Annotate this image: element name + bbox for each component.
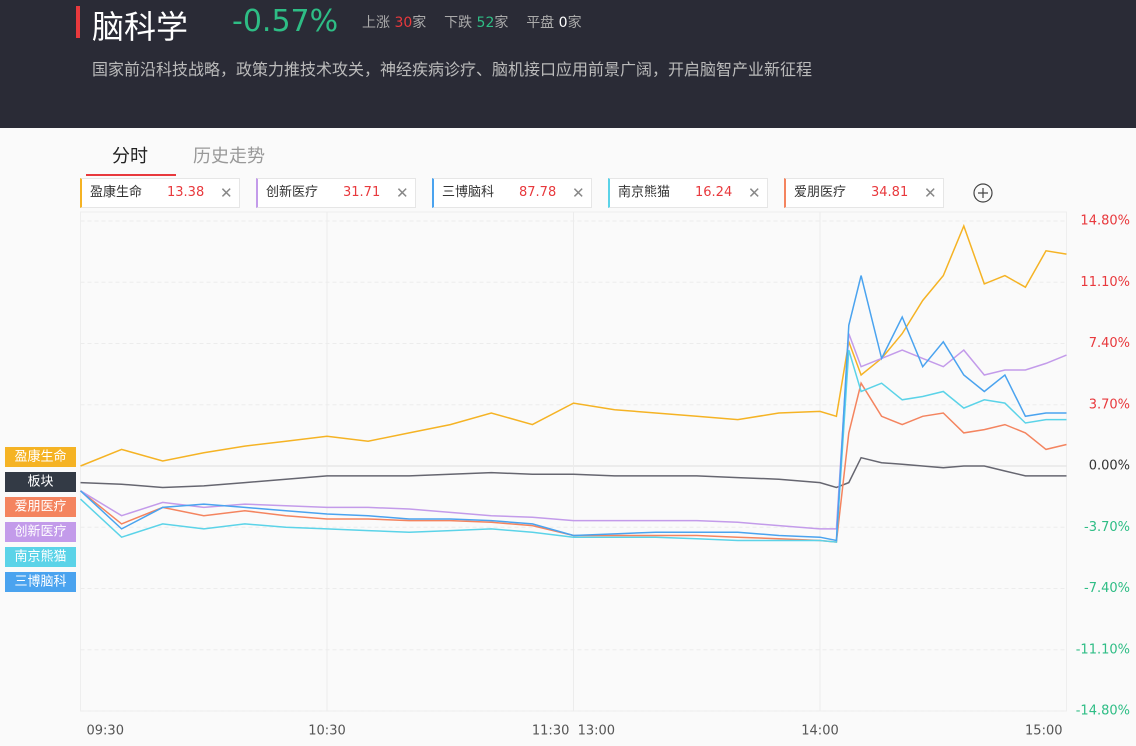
series-tag-label: 南京熊猫: [14, 549, 66, 565]
stock-chip[interactable]: 创新医疗 31.71 ✕: [256, 178, 416, 208]
series-tag: [5, 522, 76, 542]
series-tag: [5, 472, 76, 492]
chip-close[interactable]: ✕: [572, 184, 585, 202]
series-tag: [5, 447, 76, 467]
stock-chip[interactable]: 盈康生命 13.38 ✕: [80, 178, 240, 208]
chip-price: 87.78: [519, 185, 557, 200]
y-tick-label: -7.40%: [1084, 581, 1130, 596]
up-count: 30: [394, 15, 413, 31]
chip-price: 16.24: [695, 185, 733, 200]
series-line: [79, 349, 1067, 543]
stock-chip[interactable]: 南京熊猫 16.24 ✕: [608, 178, 768, 208]
tab-underline: [86, 174, 176, 176]
y-tick-label: -11.10%: [1076, 642, 1130, 657]
chip-name: 创新医疗: [266, 185, 319, 200]
chip-name: 爱朋医疗: [794, 185, 847, 200]
chip-close[interactable]: ✕: [924, 184, 937, 202]
x-tick-label: 09:30: [87, 724, 124, 739]
chip-close[interactable]: ✕: [748, 184, 761, 202]
series-line: [80, 456, 1067, 489]
tab[interactable]: 历史走势: [193, 146, 265, 167]
series-tag-label: 板块: [27, 475, 53, 490]
change: -0.57%: [232, 4, 339, 39]
series-tag-label: 创新医疗: [14, 524, 66, 540]
down-count: 52: [476, 15, 495, 31]
chip-name: 盈康生命: [90, 185, 143, 200]
series-tag-label: 爱朋医疗: [14, 500, 66, 515]
tab-active[interactable]: 分时: [112, 146, 148, 167]
stock-chip[interactable]: 三博脑科 87.78 ✕: [432, 178, 592, 208]
chip-price: 13.38: [167, 185, 205, 200]
description: 国家前沿科技战略，政策力推技术攻关，神经疾病诊疗、脑机接口应用前景广阔，开启脑智…: [92, 60, 813, 79]
y-tick-label: 11.10%: [1080, 275, 1130, 290]
chip-price: 34.81: [871, 185, 909, 200]
series-tag: [5, 547, 76, 567]
stock-chip[interactable]: 爱朋医疗 34.81 ✕: [784, 178, 944, 208]
y-tick-label: 3.70%: [1089, 397, 1130, 412]
x-tick-label: 15:00: [1025, 724, 1062, 739]
title-marker: [76, 6, 80, 38]
chip-price: 31.71: [343, 185, 381, 200]
series-tag-label: 盈康生命: [14, 449, 66, 465]
chip-close[interactable]: ✕: [396, 184, 409, 202]
series-line: [79, 275, 1067, 542]
chip-name: 三博脑科: [442, 185, 495, 200]
unit: 家: [567, 15, 582, 31]
add-icon: [978, 188, 988, 198]
header: 脑科学 -0.57% 上涨 30家 下跌 52家 平盘 0家 国家前沿科技战略，…: [0, 0, 1136, 128]
y-tick-label: -14.80%: [1076, 704, 1130, 719]
series-tag-label: 三博脑科: [14, 575, 66, 590]
series-line: [80, 381, 1067, 543]
up-label: 上涨: [362, 15, 390, 31]
x-tick-label: 11:30 13:00: [532, 724, 615, 739]
unit: 家: [412, 15, 427, 31]
title: 脑科学: [92, 8, 189, 46]
y-tick-label: -3.70%: [1084, 520, 1130, 535]
series-line: [80, 333, 1067, 530]
flat-label: 平盘: [526, 15, 555, 31]
x-tick-label: 14:00: [801, 724, 838, 739]
flat-count: 0: [558, 15, 568, 31]
series-line: [80, 223, 1067, 467]
add-button[interactable]: [973, 183, 993, 203]
chip-name: 南京熊猫: [618, 185, 671, 200]
y-tick-label: 7.40%: [1089, 336, 1130, 351]
y-tick-label: 14.80%: [1080, 214, 1130, 229]
chip-close[interactable]: ✕: [220, 184, 233, 202]
series-tag: [5, 497, 76, 517]
series-tag: [5, 572, 76, 592]
x-tick-label: 10:30: [308, 724, 345, 739]
y-tick-label: 0.00%: [1089, 459, 1130, 474]
down-label: 下跌: [444, 15, 473, 31]
stats: 上涨 30家 下跌 52家 平盘 0家: [362, 12, 582, 32]
unit: 家: [494, 15, 509, 31]
